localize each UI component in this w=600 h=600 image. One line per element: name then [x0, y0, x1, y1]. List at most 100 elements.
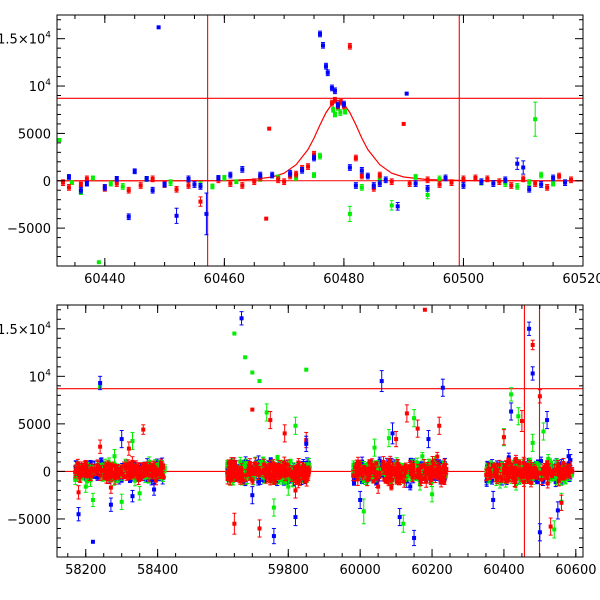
marker [107, 470, 112, 475]
top-reference-lines [57, 15, 583, 266]
cluster-point [133, 463, 138, 474]
cluster-point [116, 473, 121, 480]
marker [109, 474, 114, 479]
marker [312, 152, 317, 157]
marker [174, 213, 179, 218]
red-point [138, 182, 143, 189]
blue-point [204, 192, 209, 236]
marker [551, 181, 556, 186]
red-point [353, 154, 358, 162]
marker [222, 175, 227, 180]
marker [99, 459, 104, 464]
marker [377, 173, 382, 178]
cluster-point [87, 470, 92, 482]
marker [306, 164, 311, 169]
marker [57, 138, 62, 143]
marker [294, 172, 299, 177]
marker [150, 176, 155, 181]
blue-point [126, 213, 131, 221]
marker [569, 177, 574, 182]
blue-point [156, 25, 161, 30]
green-point [331, 106, 336, 113]
marker [186, 176, 191, 181]
blue-point [300, 166, 305, 174]
marker [124, 474, 129, 479]
blue-point [102, 184, 107, 191]
bottom-panel-plot-area [57, 305, 583, 557]
marker [312, 156, 317, 161]
marker [280, 478, 285, 483]
blue-point [288, 169, 293, 177]
marker [256, 479, 261, 484]
green-point [413, 174, 418, 180]
bottom-data-points [73, 307, 575, 547]
marker [332, 88, 337, 93]
marker [443, 175, 448, 180]
marker [159, 470, 164, 475]
marker [140, 463, 145, 468]
marker [503, 177, 508, 182]
marker [136, 477, 141, 482]
marker [144, 469, 149, 474]
marker [108, 181, 113, 186]
marker [95, 463, 100, 468]
blue-point [78, 186, 83, 194]
blue-point [413, 180, 418, 187]
marker [75, 466, 80, 471]
red-point [174, 185, 179, 193]
marker [105, 476, 110, 481]
blue-point [395, 202, 400, 211]
marker [461, 176, 466, 181]
green-point [347, 205, 352, 222]
green-point [168, 179, 173, 186]
marker [78, 182, 83, 187]
green-point [533, 101, 538, 137]
marker [121, 474, 126, 479]
marker [347, 165, 352, 170]
marker [425, 186, 430, 191]
marker [503, 181, 508, 186]
red-point [473, 174, 478, 182]
green-point [539, 171, 544, 179]
marker [234, 179, 239, 184]
green-point [332, 111, 337, 118]
marker [247, 460, 252, 465]
marker [329, 85, 334, 90]
marker [114, 181, 119, 186]
marker [267, 126, 272, 131]
green-point [515, 183, 520, 190]
marker [83, 460, 88, 465]
marker [557, 174, 562, 179]
marker [112, 473, 117, 478]
marker [437, 182, 442, 187]
green-point [437, 175, 442, 183]
marker [241, 464, 246, 469]
red-point [389, 178, 394, 186]
marker [413, 174, 418, 179]
blue-point [84, 180, 89, 187]
marker [425, 192, 430, 197]
marker [539, 173, 544, 178]
cluster-point [275, 454, 280, 461]
marker [111, 462, 116, 467]
red-point [78, 181, 83, 188]
cluster-point [107, 465, 112, 479]
marker [127, 473, 132, 478]
marker [527, 180, 532, 185]
marker [318, 31, 322, 36]
marker [395, 204, 400, 209]
marker [134, 472, 139, 477]
cluster-point [95, 459, 100, 472]
marker [294, 175, 299, 180]
y-tick-label: 1.5×104 [0, 31, 51, 48]
marker [401, 121, 406, 126]
marker [174, 187, 179, 192]
marker [78, 474, 83, 479]
marker [228, 173, 233, 178]
marker [240, 167, 245, 172]
blue-point [312, 154, 317, 162]
blue-point [365, 172, 370, 180]
red-point [401, 121, 406, 126]
marker [275, 455, 280, 460]
